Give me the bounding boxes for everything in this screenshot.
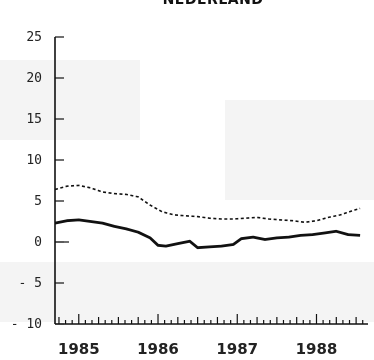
y-tick-label: 10 <box>26 153 42 168</box>
y-tick-label: - 10 <box>11 317 42 332</box>
chart-title: NEDERLAND <box>163 0 264 8</box>
y-tick-label: 20 <box>26 71 42 86</box>
y-axis: 25 20 15 10 5 0 - 5 - 10 <box>11 30 69 332</box>
background-band-right <box>225 100 374 200</box>
background-band-left <box>0 60 140 140</box>
series-line-solid <box>54 218 361 250</box>
y-tick-label: 5 <box>34 194 42 209</box>
series-group <box>54 184 361 250</box>
background-band-lower <box>0 262 374 322</box>
series-line-dashed <box>54 184 361 224</box>
x-tick-label: 1988 <box>296 340 338 358</box>
y-tick-label: 25 <box>26 30 42 45</box>
x-tick-label: 1987 <box>216 340 258 358</box>
x-tick-label: 1985 <box>58 340 100 358</box>
y-tick-label: - 5 <box>19 276 42 291</box>
x-axis: 1985 1986 1987 1988 <box>55 314 368 358</box>
y-tick-label: 0 <box>34 235 42 250</box>
y-tick-label: 15 <box>26 112 42 127</box>
x-tick-label: 1986 <box>137 340 179 358</box>
